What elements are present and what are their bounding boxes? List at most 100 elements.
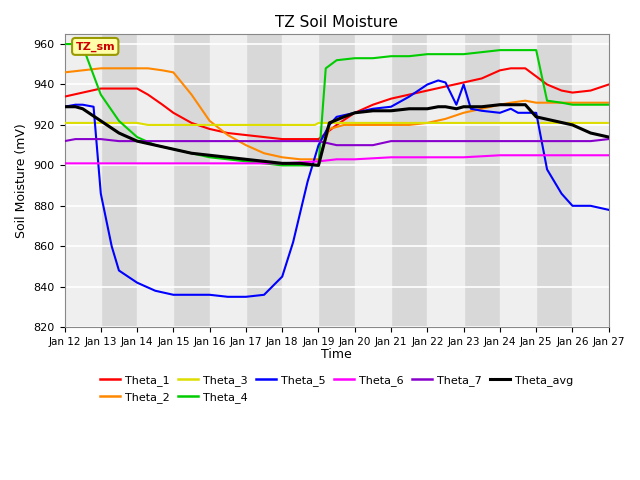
Theta_7 — [133, 138, 141, 144]
Theta_1 — [424, 88, 431, 94]
Theta_avg — [478, 104, 486, 109]
Theta_7 — [97, 136, 105, 142]
Theta_2 — [442, 116, 449, 122]
Theta_1 — [543, 82, 551, 87]
Theta_6 — [605, 152, 612, 158]
Theta_2 — [478, 106, 486, 112]
Theta_avg — [550, 118, 558, 124]
Theta_2 — [260, 150, 268, 156]
Theta_avg — [442, 104, 449, 109]
Theta_7 — [587, 138, 595, 144]
Theta_4 — [522, 47, 529, 53]
Theta_1 — [460, 80, 467, 85]
Theta_avg — [61, 104, 68, 109]
Theta_5 — [170, 292, 177, 298]
Theta_2 — [340, 122, 348, 128]
Theta_1 — [522, 65, 529, 71]
Theta_2 — [315, 156, 323, 162]
Theta_1 — [369, 102, 377, 108]
Theta_1 — [333, 122, 340, 128]
Theta_4 — [478, 49, 486, 55]
Theta_avg — [115, 130, 123, 136]
Y-axis label: Soil Moisture (mV): Soil Moisture (mV) — [15, 123, 28, 238]
Theta_5 — [522, 110, 529, 116]
Theta_2 — [206, 118, 214, 124]
Bar — [137, 34, 173, 327]
Theta_5 — [532, 110, 540, 116]
Theta_5 — [496, 110, 504, 116]
Theta_4 — [152, 142, 159, 148]
Theta_4 — [115, 118, 123, 124]
Legend: Theta_1, Theta_2, Theta_3, Theta_4, Theta_5, Theta_6, Theta_7, Theta_avg: Theta_1, Theta_2, Theta_3, Theta_4, Thet… — [96, 371, 577, 407]
Line: Theta_7: Theta_7 — [65, 139, 609, 145]
Line: Theta_4: Theta_4 — [65, 44, 609, 166]
Theta_1 — [206, 126, 214, 132]
Theta_4 — [242, 158, 250, 164]
Theta_avg — [152, 142, 159, 148]
Theta_4 — [532, 47, 540, 53]
Theta_avg — [224, 155, 232, 160]
Theta_7 — [550, 138, 558, 144]
Theta_4 — [333, 57, 340, 63]
Theta_6 — [514, 152, 522, 158]
Text: TZ_sm: TZ_sm — [76, 41, 115, 51]
Theta_1 — [278, 136, 286, 142]
Theta_5 — [278, 274, 286, 279]
Theta_4 — [514, 47, 522, 53]
Theta_3 — [311, 122, 319, 128]
Theta_avg — [568, 122, 576, 128]
Theta_6 — [568, 152, 576, 158]
Theta_7 — [206, 138, 214, 144]
Theta_2 — [587, 100, 595, 106]
Theta_1 — [351, 110, 358, 116]
Theta_2 — [507, 100, 515, 106]
Theta_4 — [496, 47, 504, 53]
Theta_2 — [568, 100, 576, 106]
Theta_3 — [315, 120, 323, 126]
Theta_5 — [478, 108, 486, 114]
Theta_2 — [424, 120, 431, 126]
Theta_2 — [605, 100, 612, 106]
Theta_avg — [97, 118, 105, 124]
Theta_5 — [224, 294, 232, 300]
Theta_2 — [369, 122, 377, 128]
Line: Theta_2: Theta_2 — [65, 68, 609, 159]
Title: TZ Soil Moisture: TZ Soil Moisture — [275, 15, 398, 30]
Theta_7 — [405, 138, 413, 144]
Theta_5 — [557, 191, 565, 197]
Theta_7 — [296, 138, 304, 144]
Theta_5 — [242, 294, 250, 300]
Theta_5 — [351, 110, 358, 116]
Theta_5 — [507, 106, 515, 112]
Theta_3 — [605, 120, 612, 126]
Theta_6 — [133, 160, 141, 166]
Theta_avg — [188, 150, 195, 156]
Theta_2 — [351, 122, 358, 128]
Theta_5 — [333, 114, 340, 120]
Theta_6 — [315, 158, 323, 164]
Theta_7 — [72, 136, 79, 142]
Theta_avg — [496, 102, 504, 108]
Theta_avg — [315, 163, 323, 168]
Theta_4 — [278, 163, 286, 168]
Theta_2 — [242, 142, 250, 148]
Theta_1 — [442, 84, 449, 89]
Theta_2 — [296, 156, 304, 162]
Theta_5 — [79, 102, 86, 108]
Theta_3 — [133, 120, 141, 126]
Theta_5 — [97, 191, 105, 197]
Theta_5 — [460, 82, 467, 87]
Theta_5 — [152, 288, 159, 294]
Theta_7 — [260, 138, 268, 144]
Theta_6 — [550, 152, 558, 158]
Bar — [500, 34, 536, 327]
Theta_7 — [333, 142, 340, 148]
Theta_4 — [72, 41, 79, 47]
Theta_3 — [61, 120, 68, 126]
Theta_1 — [97, 85, 105, 91]
Theta_4 — [351, 55, 358, 61]
Theta_6 — [278, 160, 286, 166]
Theta_2 — [61, 70, 68, 75]
Theta_avg — [79, 106, 86, 112]
Theta_6 — [206, 160, 214, 166]
